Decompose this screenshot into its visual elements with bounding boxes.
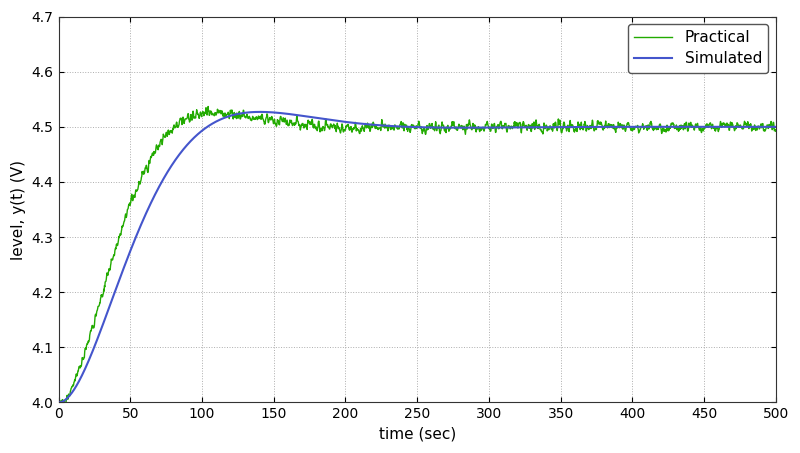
Simulated (255, 109, 265, 115)
Simulated (750, 124, 760, 130)
Simulated (750, 124, 760, 130)
Practical (54, 399, 63, 405)
Practical (90, 312, 100, 317)
Practical (771, 129, 781, 134)
Practical (751, 128, 761, 133)
Simulated (619, 124, 629, 130)
Simulated (54, 400, 63, 405)
X-axis label: time (sec): time (sec) (378, 427, 456, 442)
Simulated (384, 123, 394, 129)
Practical (403, 124, 413, 130)
Simulated (403, 124, 413, 130)
Practical (384, 122, 394, 128)
Line: Simulated: Simulated (58, 112, 776, 402)
Practical (54, 400, 64, 405)
Practical (619, 122, 629, 128)
Simulated (90, 342, 100, 347)
Practical (750, 125, 760, 130)
Simulated (771, 124, 781, 130)
Line: Practical: Practical (58, 106, 776, 402)
Practical (203, 104, 213, 109)
Y-axis label: level, y(t) (V): level, y(t) (V) (11, 159, 26, 260)
Legend: Practical, Simulated: Practical, Simulated (628, 24, 768, 72)
